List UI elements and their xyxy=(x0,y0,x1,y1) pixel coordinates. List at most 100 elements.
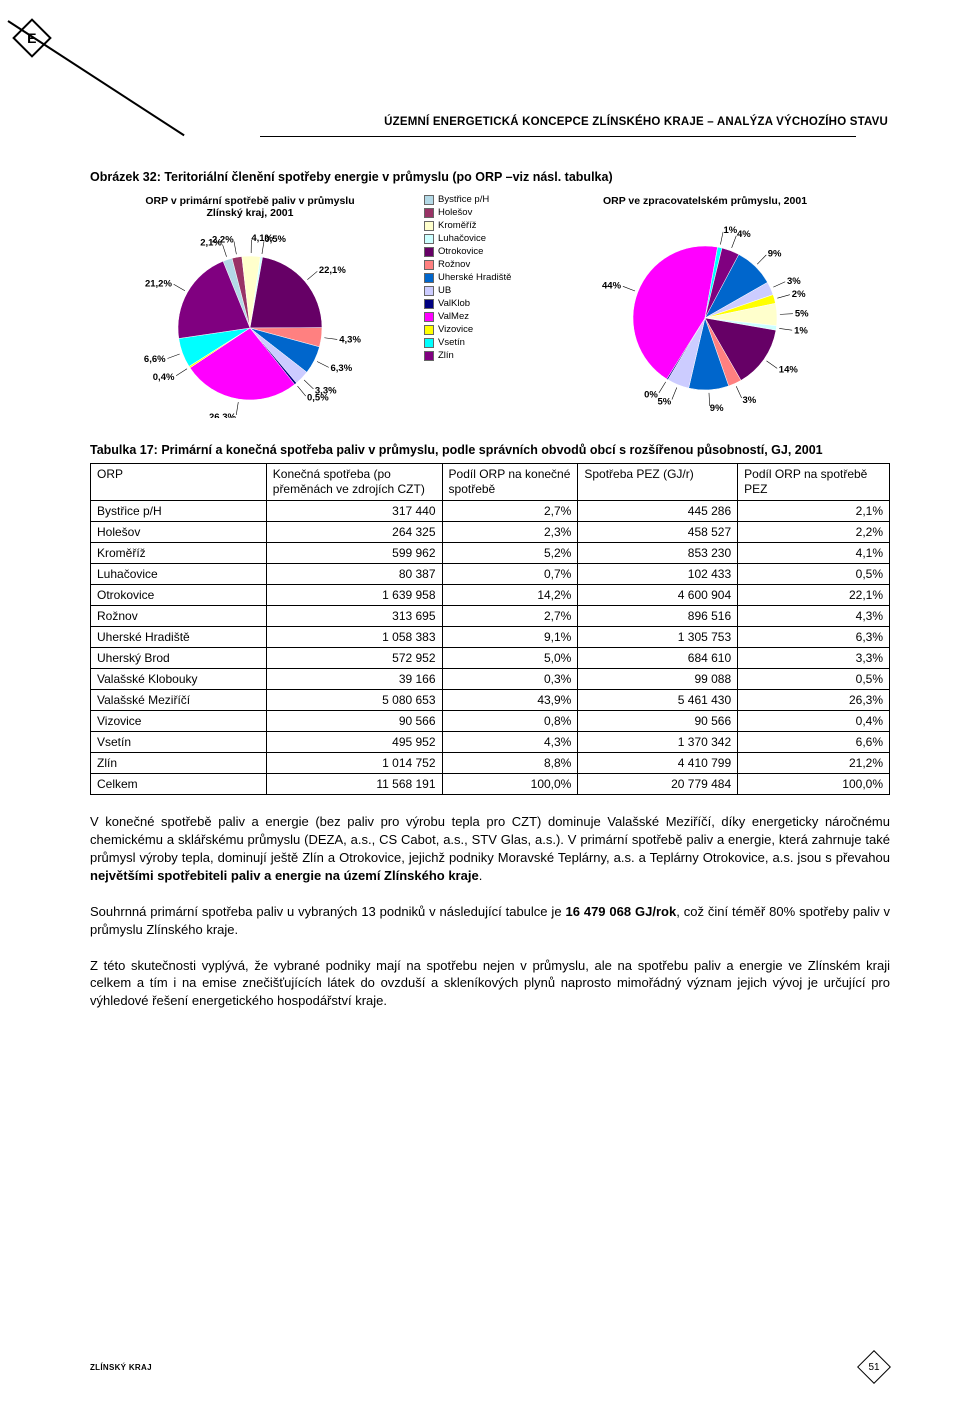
table-header-cell: Konečná spotřeba (po přeměnách ve zdrojí… xyxy=(266,463,442,500)
svg-text:2,2%: 2,2% xyxy=(212,234,234,245)
table-row: Valašské Meziříčí5 080 65343,9%5 461 430… xyxy=(91,689,890,710)
table-cell: 3,3% xyxy=(738,647,890,668)
table-cell: Holešov xyxy=(91,521,267,542)
table-cell: 495 952 xyxy=(266,731,442,752)
table-row: Bystřice p/H317 4402,7%445 2862,1% xyxy=(91,500,890,521)
table-cell: 102 433 xyxy=(578,563,738,584)
svg-text:3%: 3% xyxy=(742,395,756,406)
legend-item: Rožnov xyxy=(424,259,540,270)
table-cell: Celkem xyxy=(91,773,267,794)
body-paragraph: V konečné spotřebě paliv a energie (bez … xyxy=(90,813,890,885)
legend-label: Holešov xyxy=(438,207,472,218)
svg-text:ORP v primární spotřebě paliv: ORP v primární spotřebě paliv v průmyslu xyxy=(145,195,354,207)
legend-label: Otrokovice xyxy=(438,246,483,257)
table-cell: 1 639 958 xyxy=(266,584,442,605)
pie-chart-left: ORP v primární spotřebě paliv v průmyslu… xyxy=(90,188,410,418)
legend-item: Luhačovice xyxy=(424,233,540,244)
table-row: Otrokovice1 639 95814,2%4 600 90422,1% xyxy=(91,584,890,605)
header-title: ÚZEMNÍ ENERGETICKÁ KONCEPCE ZLÍNSKÉHO KR… xyxy=(384,116,888,128)
table-cell: 4 410 799 xyxy=(578,752,738,773)
table-cell: 22,1% xyxy=(738,584,890,605)
table-row: Rožnov313 6952,7%896 5164,3% xyxy=(91,605,890,626)
table-cell: Valašské Meziříčí xyxy=(91,689,267,710)
table-cell: 5,2% xyxy=(442,542,578,563)
chart-legend: Bystřice p/HHolešovKroměřížLuhačoviceOtr… xyxy=(420,188,540,363)
legend-swatch xyxy=(424,208,434,218)
svg-text:5%: 5% xyxy=(657,396,671,407)
svg-text:22,1%: 22,1% xyxy=(319,265,346,276)
table-cell: 599 962 xyxy=(266,542,442,563)
table-row: Celkem11 568 191100,0%20 779 484100,0% xyxy=(91,773,890,794)
legend-item: Otrokovice xyxy=(424,246,540,257)
table-row: Zlín1 014 7528,8%4 410 79921,2% xyxy=(91,752,890,773)
table-cell: 0,5% xyxy=(738,563,890,584)
table-cell: 684 610 xyxy=(578,647,738,668)
legend-label: Vizovice xyxy=(438,324,473,335)
table-cell: 100,0% xyxy=(738,773,890,794)
table-cell: 14,2% xyxy=(442,584,578,605)
table-cell: 8,8% xyxy=(442,752,578,773)
legend-swatch xyxy=(424,299,434,309)
footer-label: ZLÍNSKÝ KRAJ xyxy=(90,1363,152,1372)
legend-swatch xyxy=(424,195,434,205)
table-cell: Otrokovice xyxy=(91,584,267,605)
table-cell: 0,4% xyxy=(738,710,890,731)
table-cell: 6,3% xyxy=(738,626,890,647)
table-cell: 445 286 xyxy=(578,500,738,521)
table-cell: 313 695 xyxy=(266,605,442,626)
legend-label: Rožnov xyxy=(438,259,470,270)
table-cell: 20 779 484 xyxy=(578,773,738,794)
legend-swatch xyxy=(424,325,434,335)
table-cell: 90 566 xyxy=(578,710,738,731)
table-cell: 2,7% xyxy=(442,605,578,626)
table-cell: 0,8% xyxy=(442,710,578,731)
svg-text:1%: 1% xyxy=(794,326,808,337)
table-cell: 99 088 xyxy=(578,668,738,689)
legend-item: Zlín xyxy=(424,350,540,361)
table-cell: 90 566 xyxy=(266,710,442,731)
table-row: Uherský Brod572 9525,0%684 6103,3% xyxy=(91,647,890,668)
table-row: Kroměříž599 9625,2%853 2304,1% xyxy=(91,542,890,563)
page-number: 51 xyxy=(858,1351,890,1383)
table-header-cell: Podíl ORP na spotřebě PEZ xyxy=(738,463,890,500)
table-cell: Uherské Hradiště xyxy=(91,626,267,647)
table-cell: 5 080 653 xyxy=(266,689,442,710)
table-cell: 21,2% xyxy=(738,752,890,773)
table-row: Vizovice90 5660,8%90 5660,4% xyxy=(91,710,890,731)
body-paragraph: Souhrnná primární spotřeba paliv u vybra… xyxy=(90,903,890,939)
svg-text:26,3%: 26,3% xyxy=(209,412,236,418)
svg-text:2%: 2% xyxy=(792,289,806,300)
svg-text:4,3%: 4,3% xyxy=(339,335,361,346)
table-header-cell: ORP xyxy=(91,463,267,500)
legend-swatch xyxy=(424,221,434,231)
table-row: Vsetín495 9524,3%1 370 3426,6% xyxy=(91,731,890,752)
table-cell: 5 461 430 xyxy=(578,689,738,710)
svg-text:6,6%: 6,6% xyxy=(144,354,166,365)
figure-caption: Obrázek 32: Teritoriální členění spotřeb… xyxy=(90,170,890,184)
legend-swatch xyxy=(424,273,434,283)
table-header-cell: Podíl ORP na konečné spotřebě xyxy=(442,463,578,500)
legend-label: Bystřice p/H xyxy=(438,194,489,205)
table-cell: 100,0% xyxy=(442,773,578,794)
legend-label: ValKlob xyxy=(438,298,470,309)
data-table: ORPKonečná spotřeba (po přeměnách ve zdr… xyxy=(90,463,890,795)
table-cell: 1 305 753 xyxy=(578,626,738,647)
table-cell: Luhačovice xyxy=(91,563,267,584)
table-cell: 4,3% xyxy=(738,605,890,626)
table-cell: 2,3% xyxy=(442,521,578,542)
legend-item: ValMez xyxy=(424,311,540,322)
table-cell: 43,9% xyxy=(442,689,578,710)
pie-chart-right: ORP ve zpracovatelském průmyslu, 20019%3… xyxy=(550,188,855,418)
svg-text:0,5%: 0,5% xyxy=(307,393,329,404)
table-row: Luhačovice80 3870,7%102 4330,5% xyxy=(91,563,890,584)
table-cell: 1 058 383 xyxy=(266,626,442,647)
legend-item: Holešov xyxy=(424,207,540,218)
table-cell: 39 166 xyxy=(266,668,442,689)
svg-text:4%: 4% xyxy=(737,229,751,240)
svg-text:ORP ve zpracovatelském průmysl: ORP ve zpracovatelském průmyslu, 2001 xyxy=(603,195,807,207)
legend-swatch xyxy=(424,338,434,348)
table-cell: 6,6% xyxy=(738,731,890,752)
table-cell: 264 325 xyxy=(266,521,442,542)
table-cell: Kroměříž xyxy=(91,542,267,563)
table-cell: 853 230 xyxy=(578,542,738,563)
